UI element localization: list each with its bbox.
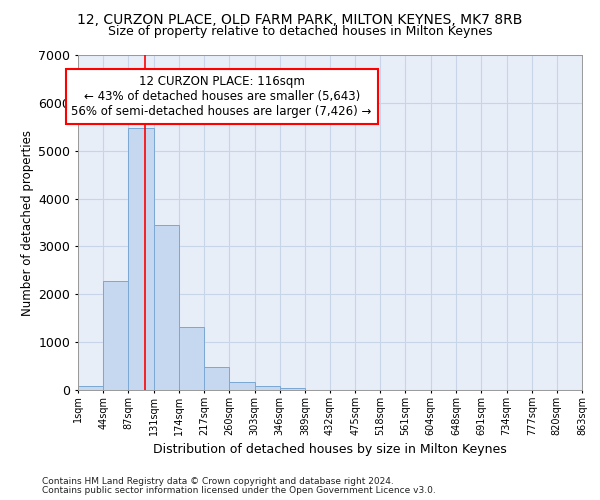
Y-axis label: Number of detached properties: Number of detached properties <box>21 130 34 316</box>
Bar <box>229 382 254 390</box>
Bar <box>204 367 229 390</box>
Text: Size of property relative to detached houses in Milton Keynes: Size of property relative to detached ho… <box>108 25 492 38</box>
Bar <box>154 225 179 390</box>
X-axis label: Distribution of detached houses by size in Milton Keynes: Distribution of detached houses by size … <box>153 444 507 456</box>
Bar <box>280 388 305 390</box>
Text: 12 CURZON PLACE: 116sqm
← 43% of detached houses are smaller (5,643)
56% of semi: 12 CURZON PLACE: 116sqm ← 43% of detache… <box>71 75 372 118</box>
Bar <box>103 281 128 390</box>
Bar <box>254 386 280 390</box>
Text: 12, CURZON PLACE, OLD FARM PARK, MILTON KEYNES, MK7 8RB: 12, CURZON PLACE, OLD FARM PARK, MILTON … <box>77 12 523 26</box>
Bar <box>128 128 154 390</box>
Bar <box>179 327 204 390</box>
Text: Contains public sector information licensed under the Open Government Licence v3: Contains public sector information licen… <box>42 486 436 495</box>
Text: Contains HM Land Registry data © Crown copyright and database right 2024.: Contains HM Land Registry data © Crown c… <box>42 477 394 486</box>
Bar <box>78 386 103 390</box>
